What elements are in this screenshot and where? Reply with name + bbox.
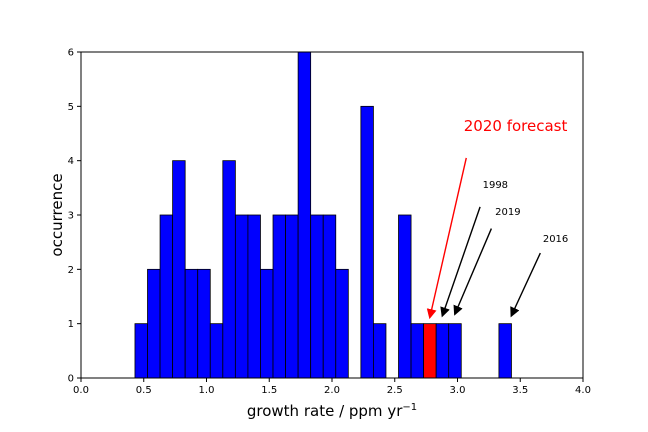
x-axis-title-superscript: −1 xyxy=(402,402,417,413)
histogram-bar xyxy=(159,214,174,379)
x-tick-label: 1.5 xyxy=(261,385,277,396)
y-tick-label: 5 xyxy=(68,102,74,113)
histogram-bar xyxy=(260,268,274,379)
y-tick-label: 3 xyxy=(68,211,74,222)
histogram-bar xyxy=(172,160,186,379)
x-axis-ticks: 0.0 0.5 1.0 1.5 2.0 2.5 3.0 3.5 4.0 xyxy=(73,378,591,396)
x-tick-label: 2.5 xyxy=(387,385,403,396)
histogram-bar xyxy=(197,268,211,379)
y-tick-label: 6 xyxy=(68,48,74,59)
histogram-bar xyxy=(373,323,387,379)
histogram-bar xyxy=(435,323,450,379)
histogram-bar xyxy=(184,268,199,379)
annotation-label: 2020 forecast xyxy=(464,117,568,135)
y-tick-label: 0 xyxy=(68,374,74,385)
x-tick-label: 1.0 xyxy=(199,385,215,396)
x-tick-label: 4.0 xyxy=(575,385,591,396)
y-axis-ticks: 0 1 2 3 4 5 6 xyxy=(68,48,81,385)
histogram-bar xyxy=(134,323,148,379)
y-tick-label: 2 xyxy=(68,265,74,276)
annotations: 2020 forecast 1998 2019 2016 xyxy=(426,117,568,320)
histogram-bar xyxy=(285,214,299,379)
x-tick-label: 0.5 xyxy=(136,385,152,396)
annotation-arrow xyxy=(510,252,541,318)
x-tick-label: 3.5 xyxy=(512,385,528,396)
x-tick-label: 2.0 xyxy=(324,385,340,396)
x-axis-title: growth rate / ppm yr−1 xyxy=(247,402,417,420)
histogram-bar xyxy=(448,323,462,379)
histogram-bar xyxy=(335,268,349,379)
histogram-bar-highlight xyxy=(423,323,437,379)
y-tick-label: 4 xyxy=(68,156,74,167)
x-tick-label: 0.0 xyxy=(73,385,89,396)
histogram-bar xyxy=(297,51,312,379)
annotation-label: 2016 xyxy=(543,234,568,245)
histogram-bar xyxy=(322,214,337,379)
annotation-arrow xyxy=(453,228,493,316)
x-tick-label: 3.0 xyxy=(450,385,466,396)
histogram-bar xyxy=(310,214,324,379)
histogram-bars xyxy=(134,51,512,379)
histogram-bar xyxy=(272,214,286,379)
histogram-bar xyxy=(209,323,224,379)
histogram-bar xyxy=(498,323,512,379)
histogram-bar xyxy=(247,214,261,379)
histogram-bar xyxy=(360,105,374,379)
histogram-bar xyxy=(222,160,236,379)
annotation-label: 1998 xyxy=(483,180,508,191)
histogram-bar xyxy=(410,323,425,379)
annotation-arrow xyxy=(440,206,481,318)
annotation-label: 2019 xyxy=(495,207,520,218)
x-axis-title-text: growth rate / ppm yr xyxy=(247,402,403,420)
histogram-bar xyxy=(234,214,249,379)
histogram-bar xyxy=(398,214,412,379)
y-tick-label: 1 xyxy=(68,319,74,330)
y-axis-title: occurrence xyxy=(48,173,66,256)
histogram-bar xyxy=(147,268,161,379)
annotation-arrow xyxy=(426,157,467,320)
